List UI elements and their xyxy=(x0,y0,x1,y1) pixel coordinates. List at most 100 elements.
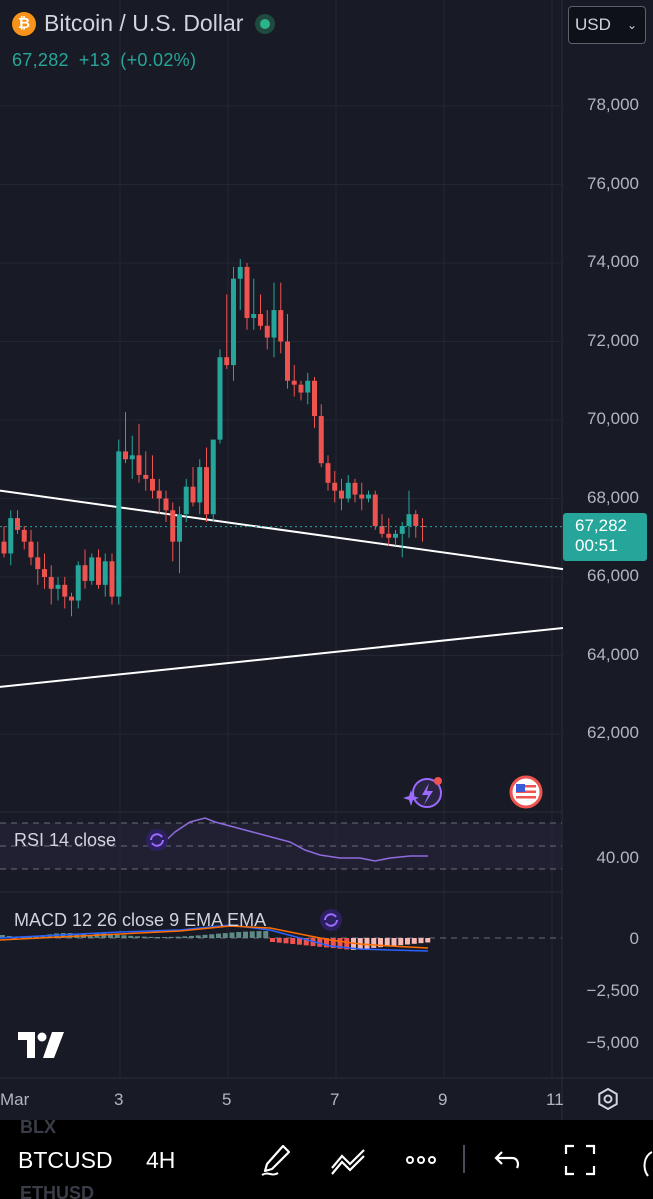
macd-bar xyxy=(168,936,174,938)
candle-body xyxy=(15,518,20,530)
currency-select[interactable]: USD ⌄ xyxy=(568,6,646,44)
macd-bar xyxy=(182,936,188,938)
macd-bar xyxy=(249,931,255,938)
symbol-list-item-prev[interactable]: BLX xyxy=(20,1117,56,1137)
symbol-header[interactable]: ₿ Bitcoin / U.S. Dollar xyxy=(12,10,276,37)
macd-axis-label: −2,500 xyxy=(586,981,639,1000)
candle-body xyxy=(318,416,324,464)
candle-body xyxy=(332,482,338,491)
candle-body xyxy=(298,384,304,393)
candle-body xyxy=(35,557,41,570)
macd-bar xyxy=(175,936,181,938)
macd-axis-label: −5,000 xyxy=(586,1033,639,1052)
trendline-icon[interactable] xyxy=(328,1140,368,1180)
toolbar-separator xyxy=(463,1145,465,1173)
price-axis-label: 70,000 xyxy=(587,409,639,428)
candle-body xyxy=(420,525,425,527)
price-tag-value: 67,282 xyxy=(575,516,627,535)
price-chart-svg[interactable] xyxy=(0,0,653,1120)
candle-body xyxy=(325,463,331,483)
timeframe-button[interactable]: 4H xyxy=(146,1147,176,1173)
candle-body xyxy=(123,451,128,460)
settings-icon[interactable] xyxy=(596,1087,620,1111)
price-axis-label: 76,000 xyxy=(587,173,639,193)
macd-bar xyxy=(27,936,32,938)
macd-bar xyxy=(330,938,336,949)
candle-body xyxy=(285,341,290,381)
macd-bar xyxy=(371,938,377,948)
fullscreen-icon[interactable] xyxy=(560,1140,600,1180)
undo-icon[interactable] xyxy=(488,1140,528,1180)
candle-body xyxy=(278,310,284,342)
pen-icon[interactable] xyxy=(256,1140,296,1180)
tradingview-logo[interactable] xyxy=(18,1032,66,1058)
candle-body xyxy=(48,577,54,589)
candle-body xyxy=(264,325,270,338)
time-axis-label: Mar xyxy=(0,1090,30,1109)
price-axis-label: 74,000 xyxy=(587,252,639,271)
macd-bar xyxy=(344,938,350,950)
macd-bar xyxy=(256,931,262,938)
more-icon[interactable] xyxy=(401,1140,441,1180)
macd-bar xyxy=(155,936,161,938)
bar-countdown: 00:51 xyxy=(575,536,618,555)
us-flag-icon[interactable] xyxy=(509,775,543,809)
macd-bar xyxy=(108,934,113,938)
macd-label[interactable]: MACD 12 26 close 9 EMA EMA xyxy=(14,910,267,930)
macd-histogram xyxy=(0,931,431,950)
macd-bar xyxy=(317,938,323,947)
symbol-list-item-next[interactable]: ETHUSD xyxy=(20,1183,95,1199)
candle-body xyxy=(386,533,392,538)
currency-value: USD xyxy=(575,15,611,34)
candle-body xyxy=(366,494,371,499)
bottom-toolbar xyxy=(0,1120,653,1199)
candle-body xyxy=(129,455,135,460)
candle-body xyxy=(244,266,250,318)
macd-bar xyxy=(384,938,390,947)
chart-area[interactable]: ₿ Bitcoin / U.S. Dollar 67,282 +13 (+0.02%… xyxy=(0,0,653,1120)
candle-body xyxy=(379,525,385,534)
macd-bar xyxy=(40,935,46,938)
macd-bar xyxy=(101,933,107,938)
price-axis-label: 64,000 xyxy=(587,644,639,664)
candle-body xyxy=(339,490,344,499)
macd-bar xyxy=(148,936,154,938)
macd-bar xyxy=(324,938,329,948)
candle-body xyxy=(393,533,398,538)
candle-body xyxy=(8,518,14,554)
price-axis-label: 72,000 xyxy=(587,330,639,350)
rsi-line xyxy=(159,817,428,862)
replay-icon[interactable] xyxy=(318,907,344,933)
candle-body xyxy=(312,380,317,417)
candle-body xyxy=(291,380,297,385)
rsi-label[interactable]: RSI 14 close xyxy=(14,830,117,850)
macd-bar xyxy=(411,938,417,944)
candle-body xyxy=(82,565,88,581)
symbol-button[interactable]: BTCUSD xyxy=(18,1147,113,1173)
candle-body xyxy=(237,266,243,279)
macd-bar xyxy=(195,935,201,938)
candle-body xyxy=(116,451,122,597)
macd-bar xyxy=(202,934,208,938)
candle-body xyxy=(406,514,412,526)
replay-icon[interactable] xyxy=(144,827,170,853)
bitcoin-icon: ₿ xyxy=(12,11,36,36)
candle-body xyxy=(69,596,74,601)
macd-bar xyxy=(229,932,235,938)
market-status-icon[interactable] xyxy=(255,13,276,34)
macd-bar xyxy=(263,931,269,938)
macd-bar xyxy=(405,938,410,945)
candle-body xyxy=(75,565,81,601)
macd-bar xyxy=(33,936,39,938)
candle-body xyxy=(413,514,419,526)
ai-sparkle-icon[interactable] xyxy=(403,774,445,810)
macd-bar xyxy=(114,934,120,938)
macd-bar xyxy=(391,938,397,946)
macd-bar xyxy=(0,935,5,938)
candle-body xyxy=(258,314,263,326)
macd-bar xyxy=(216,933,221,938)
macd-bar xyxy=(398,938,404,946)
trendlines[interactable] xyxy=(0,489,564,688)
candle-body xyxy=(143,474,149,479)
partial-toolbar-icon[interactable] xyxy=(638,1148,653,1178)
